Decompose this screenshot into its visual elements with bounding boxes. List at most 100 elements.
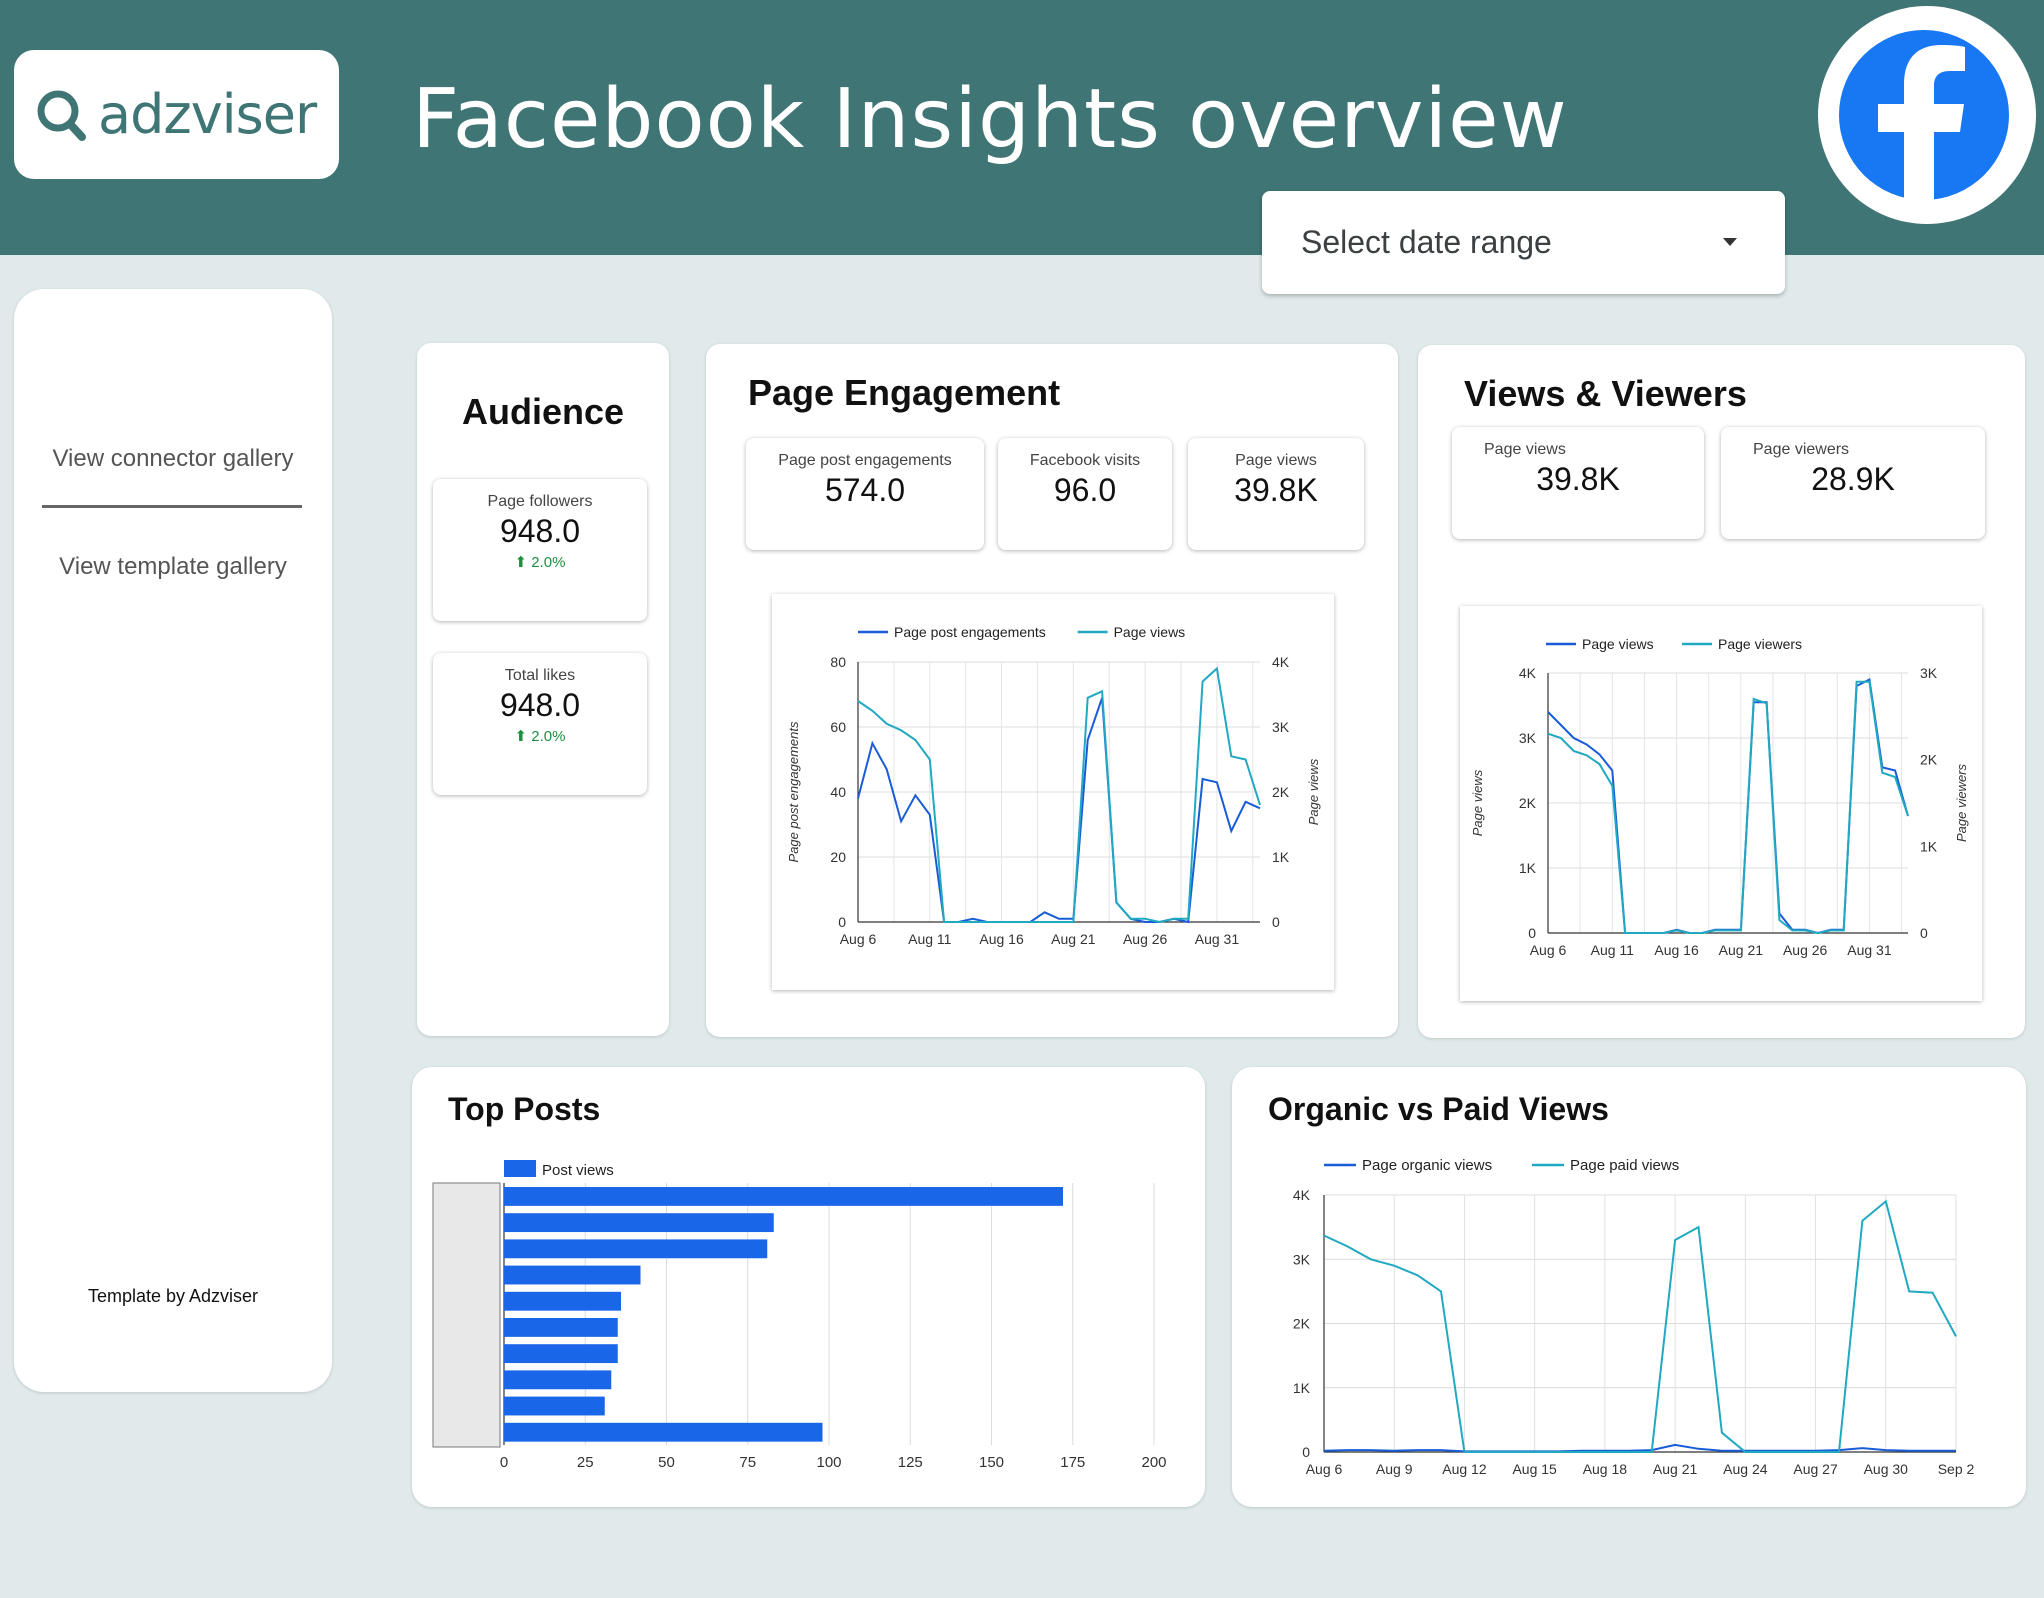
x-tick-label: Aug 31 bbox=[1847, 942, 1892, 958]
top-posts-panel: Top Posts 0 25 50 75 100 125 150 175 200 Post vie… bbox=[412, 1067, 1205, 1507]
x-tick-label: Aug 11 bbox=[908, 931, 952, 947]
x-tick-label: Aug 24 bbox=[1723, 1461, 1768, 1477]
sidebar: View connector gallery View template gal… bbox=[14, 289, 332, 1392]
y-right-tick-label: 0 bbox=[1272, 914, 1280, 930]
x-tick-label: Aug 26 bbox=[1783, 942, 1828, 958]
arrow-up-icon: ⬆ bbox=[514, 554, 528, 571]
bar bbox=[504, 1291, 621, 1311]
kpi-label: Page post engagements bbox=[778, 452, 952, 469]
x-tick-label: Aug 21 bbox=[1719, 942, 1764, 958]
y-left-tick-label: 3K bbox=[1519, 730, 1537, 746]
date-range-select[interactable]: Select date range bbox=[1262, 191, 1785, 294]
x-tick-label: Aug 6 bbox=[840, 931, 877, 947]
x-tick-label: Aug 9 bbox=[1376, 1461, 1413, 1477]
x-tick-label: Aug 21 bbox=[1051, 931, 1096, 947]
x-tick-label: Aug 30 bbox=[1864, 1461, 1909, 1477]
top-posts-chart: 0 25 50 75 100 125 150 175 200 Post views bbox=[432, 1160, 1167, 1471]
y-left-axis-title: Page views bbox=[1470, 769, 1485, 836]
x-tick-label: Aug 12 bbox=[1442, 1461, 1487, 1477]
page-engagement-title: Page Engagement bbox=[748, 372, 1061, 413]
y-right-tick-label: 3K bbox=[1272, 719, 1290, 735]
x-tick-label: Aug 16 bbox=[979, 931, 1024, 947]
legend-label: Page views bbox=[1582, 636, 1654, 652]
views-viewers-title: Views & Viewers bbox=[1464, 373, 1747, 414]
x-tick-label: Aug 16 bbox=[1654, 942, 1699, 958]
kpi-page-followers: Page followers 948.0 ⬆ 2.0% bbox=[433, 479, 647, 621]
x-tick-label: 100 bbox=[816, 1454, 841, 1471]
kpi-page-views: Page views 39.8K bbox=[1188, 438, 1364, 550]
chevron-down-icon[interactable] bbox=[1723, 238, 1737, 246]
view-connector-gallery-link[interactable]: View connector gallery bbox=[52, 445, 294, 472]
y-left-tick-label: 4K bbox=[1519, 665, 1537, 681]
kpi-delta: ⬆ 2.0% bbox=[514, 554, 566, 571]
adzviser-logo[interactable]: adzviser bbox=[14, 50, 339, 179]
series-line-1 bbox=[1547, 680, 1909, 935]
legend-label: Page viewers bbox=[1718, 636, 1802, 652]
bar bbox=[504, 1318, 618, 1337]
x-tick-label: 150 bbox=[979, 1454, 1004, 1471]
page-engagement-panel: Page Engagement Page post engagements 57… bbox=[706, 344, 1398, 1037]
y-left-tick-label: 2K bbox=[1519, 795, 1537, 811]
legend-label: Post views bbox=[542, 1162, 614, 1179]
bar bbox=[504, 1370, 612, 1390]
x-tick-label: 0 bbox=[500, 1454, 508, 1471]
x-tick-label: Aug 27 bbox=[1793, 1461, 1838, 1477]
kpi-value: 96.0 bbox=[1053, 472, 1117, 508]
bar bbox=[504, 1422, 823, 1442]
kpi-value: 39.8K bbox=[1536, 461, 1620, 497]
date-range-placeholder: Select date range bbox=[1301, 224, 1552, 260]
category-label-area bbox=[432, 1182, 501, 1448]
logo-text: adzviser bbox=[98, 83, 317, 146]
bar bbox=[504, 1239, 768, 1259]
bar bbox=[504, 1265, 641, 1285]
kpi-label: Page followers bbox=[487, 493, 593, 510]
kpi-page-viewers: Page viewers 28.9K bbox=[1721, 427, 1985, 539]
kpi-value: 28.9K bbox=[1811, 461, 1895, 497]
x-tick-label: Aug 6 bbox=[1306, 1461, 1343, 1477]
view-template-gallery-link[interactable]: View template gallery bbox=[59, 553, 287, 580]
kpi-label: Facebook visits bbox=[1029, 452, 1141, 469]
page-title: Facebook Insights overview bbox=[412, 72, 1568, 167]
y-right-tick-label: 0 bbox=[1920, 925, 1928, 941]
x-tick-label: Aug 6 bbox=[1530, 942, 1567, 958]
kpi-label: Total likes bbox=[504, 667, 576, 684]
x-tick-label: 75 bbox=[739, 1454, 756, 1471]
x-tick-label: 200 bbox=[1141, 1454, 1166, 1471]
kpi-total-likes: Total likes 948.0 ⬆ 2.0% bbox=[433, 653, 647, 795]
legend-label: Page post engagements bbox=[894, 624, 1046, 640]
series-line-1 bbox=[1323, 1199, 1957, 1453]
y-right-tick-label: 2K bbox=[1920, 752, 1938, 768]
x-tick-label: Aug 21 bbox=[1653, 1461, 1698, 1477]
template-credit: Template by Adzviser bbox=[87, 1286, 259, 1306]
y-tick-label: 0 bbox=[1302, 1444, 1310, 1460]
y-right-tick-label: 3K bbox=[1920, 665, 1938, 681]
legend-label: Page paid views bbox=[1570, 1157, 1679, 1174]
legend-label: Page views bbox=[1114, 624, 1186, 640]
top-posts-title: Top Posts bbox=[448, 1091, 601, 1127]
kpi-label: Page viewers bbox=[1753, 441, 1850, 458]
x-tick-label: Aug 15 bbox=[1512, 1461, 1557, 1477]
x-tick-label: Aug 11 bbox=[1591, 942, 1635, 958]
header-bar: adzviser Facebook Insights overview bbox=[0, 0, 2044, 255]
y-tick-label: 2K bbox=[1293, 1316, 1311, 1332]
y-right-axis-title: Page views bbox=[1306, 758, 1321, 825]
kpi-delta: ⬆ 2.0% bbox=[514, 728, 566, 745]
y-right-tick-label: 1K bbox=[1920, 838, 1938, 854]
facebook-logo-icon bbox=[1818, 6, 2036, 224]
y-left-tick-label: 0 bbox=[1528, 925, 1536, 941]
bar bbox=[504, 1344, 618, 1364]
x-tick-label: 175 bbox=[1060, 1454, 1085, 1471]
series-line-1 bbox=[857, 666, 1261, 924]
kpi-value: 39.8K bbox=[1234, 472, 1318, 508]
kpi-page-views: Page views 39.8K bbox=[1452, 427, 1704, 539]
legend-swatch bbox=[504, 1160, 536, 1177]
x-tick-label: Aug 31 bbox=[1195, 931, 1240, 947]
organic-paid-title: Organic vs Paid Views bbox=[1268, 1091, 1609, 1127]
x-tick-label: 50 bbox=[658, 1454, 675, 1471]
series-line-0 bbox=[857, 697, 1261, 924]
y-left-tick-label: 40 bbox=[830, 784, 846, 800]
views-chart: 0 1K 2K 3K 4K 0 1K 2K 3K Aug 6 Aug 11 Aug 16 Aug 21 A… bbox=[1470, 636, 1969, 958]
x-tick-label: 25 bbox=[577, 1454, 594, 1471]
y-left-tick-label: 60 bbox=[830, 719, 846, 735]
kpi-label: Page views bbox=[1235, 452, 1317, 469]
